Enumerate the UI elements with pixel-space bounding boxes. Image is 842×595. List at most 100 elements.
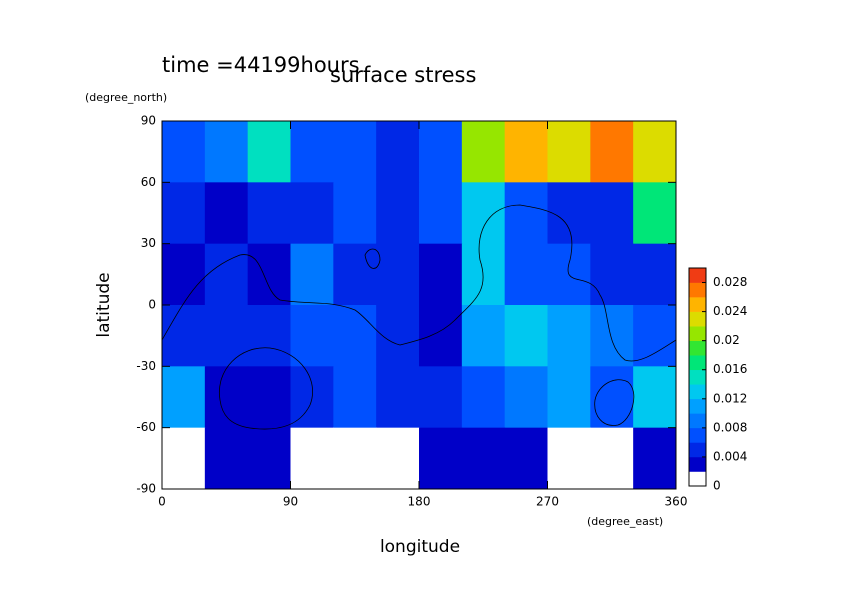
y-axis-title: latitude — [94, 272, 114, 337]
colorbar-band — [689, 326, 706, 341]
cell — [419, 366, 463, 429]
cell — [204, 121, 249, 183]
cell — [204, 305, 249, 367]
cell — [204, 366, 249, 429]
colorbar-band — [689, 268, 706, 283]
cell — [590, 121, 634, 183]
field — [162, 121, 677, 490]
cell — [247, 427, 291, 490]
cell — [247, 366, 291, 429]
x-tick-label: 360 — [665, 495, 688, 509]
colorbar-tick-label: 0.012 — [713, 391, 747, 405]
colorbar-band — [689, 442, 706, 458]
x-axis-title: longitude — [380, 537, 460, 557]
coastline — [161, 204, 677, 362]
colorbar-band — [689, 471, 706, 487]
cell — [590, 305, 634, 367]
cell — [162, 121, 206, 183]
colorbar-tick-label: 0.02 — [713, 333, 740, 347]
cell — [633, 366, 677, 429]
cell — [590, 366, 634, 429]
coastline — [594, 379, 635, 426]
cell — [376, 366, 420, 429]
cell — [204, 243, 249, 306]
cell — [633, 182, 677, 245]
cell — [247, 182, 291, 245]
cell — [162, 243, 206, 306]
cell — [290, 182, 334, 245]
colorbar-band — [689, 398, 706, 414]
cell — [504, 182, 548, 245]
cell — [333, 305, 377, 367]
cell — [461, 243, 506, 306]
cell — [461, 305, 506, 367]
cell — [376, 243, 420, 306]
cell — [376, 182, 420, 245]
cell — [162, 427, 206, 490]
cell — [547, 366, 591, 429]
cell — [504, 121, 548, 183]
y-tick-label: -60 — [136, 420, 156, 434]
y-unit: (degree_north) — [85, 91, 167, 104]
x-tick-label: 180 — [408, 495, 431, 509]
cell — [590, 243, 634, 306]
cell — [162, 182, 206, 245]
cell — [290, 305, 334, 367]
cell — [504, 427, 548, 490]
cell — [547, 182, 591, 245]
cell — [376, 427, 420, 490]
colorbar-tick-label: 0 — [713, 479, 721, 493]
cell — [461, 366, 506, 429]
cell — [162, 366, 206, 429]
cell — [247, 121, 291, 183]
colorbar-band — [689, 311, 706, 327]
y-tick-label: 0 — [148, 298, 156, 312]
coastline — [364, 248, 381, 269]
coastline — [218, 347, 313, 430]
cell — [333, 121, 377, 183]
cell — [547, 305, 591, 367]
colorbar-tick-label: 0.004 — [713, 449, 747, 463]
colorbar-band — [689, 369, 706, 385]
y-tick-label: -90 — [136, 482, 156, 496]
cell — [376, 121, 420, 183]
cell — [333, 427, 377, 490]
coastlines — [161, 204, 677, 430]
colorbar-tick-label: 0.008 — [713, 420, 747, 434]
cell — [504, 305, 548, 367]
cell — [419, 121, 463, 183]
cell — [204, 427, 249, 490]
x-tick-label: 90 — [283, 495, 298, 509]
colorbar-band — [689, 413, 706, 429]
cell — [590, 427, 634, 490]
cell — [633, 243, 677, 306]
colorbar: 0 0.004 0.008 0.012 0.016 0.02 0.024 0.028 — [688, 267, 747, 493]
cell — [204, 182, 249, 245]
cell — [547, 121, 591, 183]
colorbar-band — [689, 427, 706, 443]
cell — [504, 243, 548, 306]
cell — [461, 182, 506, 245]
x-tick-label: 270 — [536, 495, 559, 509]
cell — [247, 243, 291, 306]
cell — [633, 121, 677, 183]
y-tick-label: -30 — [136, 359, 156, 373]
y-tick-label: 60 — [141, 175, 156, 189]
time-label: time =44199hours — [162, 53, 360, 77]
cell — [162, 305, 206, 367]
cell — [247, 305, 291, 367]
chart-title: surface stress — [330, 63, 476, 87]
colorbar-tick-label: 0.024 — [713, 304, 747, 318]
cell — [333, 243, 377, 306]
colorbar-band — [689, 297, 706, 312]
cell — [633, 427, 677, 490]
cell — [633, 305, 677, 367]
colorbar-frame — [688, 267, 707, 487]
cell — [290, 121, 334, 183]
cell — [461, 121, 506, 183]
cell — [419, 305, 463, 367]
colorbar-tick-label: 0.028 — [713, 275, 747, 289]
cell — [590, 182, 634, 245]
cell — [461, 427, 506, 490]
